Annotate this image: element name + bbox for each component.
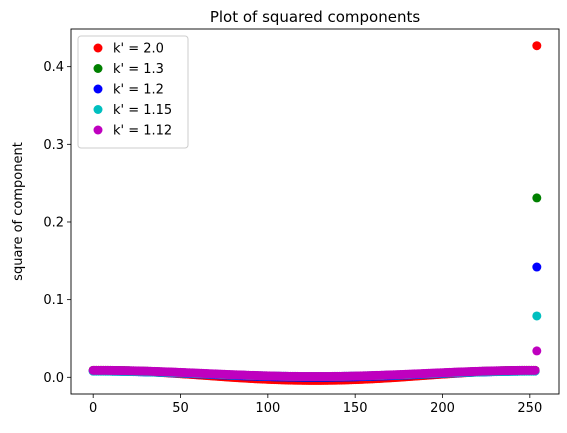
x-tick-label: 0 [89, 401, 97, 416]
legend-marker [93, 105, 103, 114]
spike-point [532, 193, 542, 203]
legend-marker [93, 64, 103, 73]
x-tick-label: 200 [430, 401, 455, 416]
legend-frame [77, 35, 189, 149]
plot-frame [70, 28, 560, 395]
series-4 [88, 346, 542, 382]
spike-point [532, 346, 542, 356]
legend-marker [93, 125, 103, 135]
legend-marker [93, 84, 103, 94]
x-tick-label: 50 [172, 401, 189, 416]
legend-label: k' = 1.3 [113, 62, 164, 77]
legend-label: k' = 2.0 [113, 42, 164, 57]
x-tick-label: 100 [255, 401, 280, 416]
x-tick-label: 150 [343, 401, 368, 416]
y-tick-label: 0.3 [43, 138, 64, 153]
x-axis: 0 50 100 150 200 250 [89, 394, 542, 416]
legend: k' = 2.0 k' = 1.3 k' = 1.2 k' = 1.15 k' = 1.… [77, 35, 189, 149]
chart-title: Plot of squared components [210, 8, 421, 26]
spike-point [532, 311, 542, 321]
y-tick-label: 0.4 [43, 60, 64, 75]
y-axis: 0.0 0.1 0.2 0.3 0.4 [43, 60, 71, 386]
legend-label: k' = 1.15 [113, 103, 172, 118]
x-tick-label: 250 [517, 401, 542, 416]
spike-point [532, 262, 542, 272]
points-layer [88, 41, 542, 385]
spike-point [532, 41, 542, 51]
y-tick-label: 0.0 [43, 371, 64, 386]
legend-marker [93, 43, 103, 53]
y-tick-label: 0.1 [43, 293, 64, 308]
legend-label: k' = 1.2 [113, 83, 164, 98]
data-point [530, 365, 540, 375]
legend-label: k' = 1.12 [113, 124, 172, 139]
y-tick-label: 0.2 [43, 215, 64, 230]
y-axis-label: square of component [11, 142, 26, 281]
